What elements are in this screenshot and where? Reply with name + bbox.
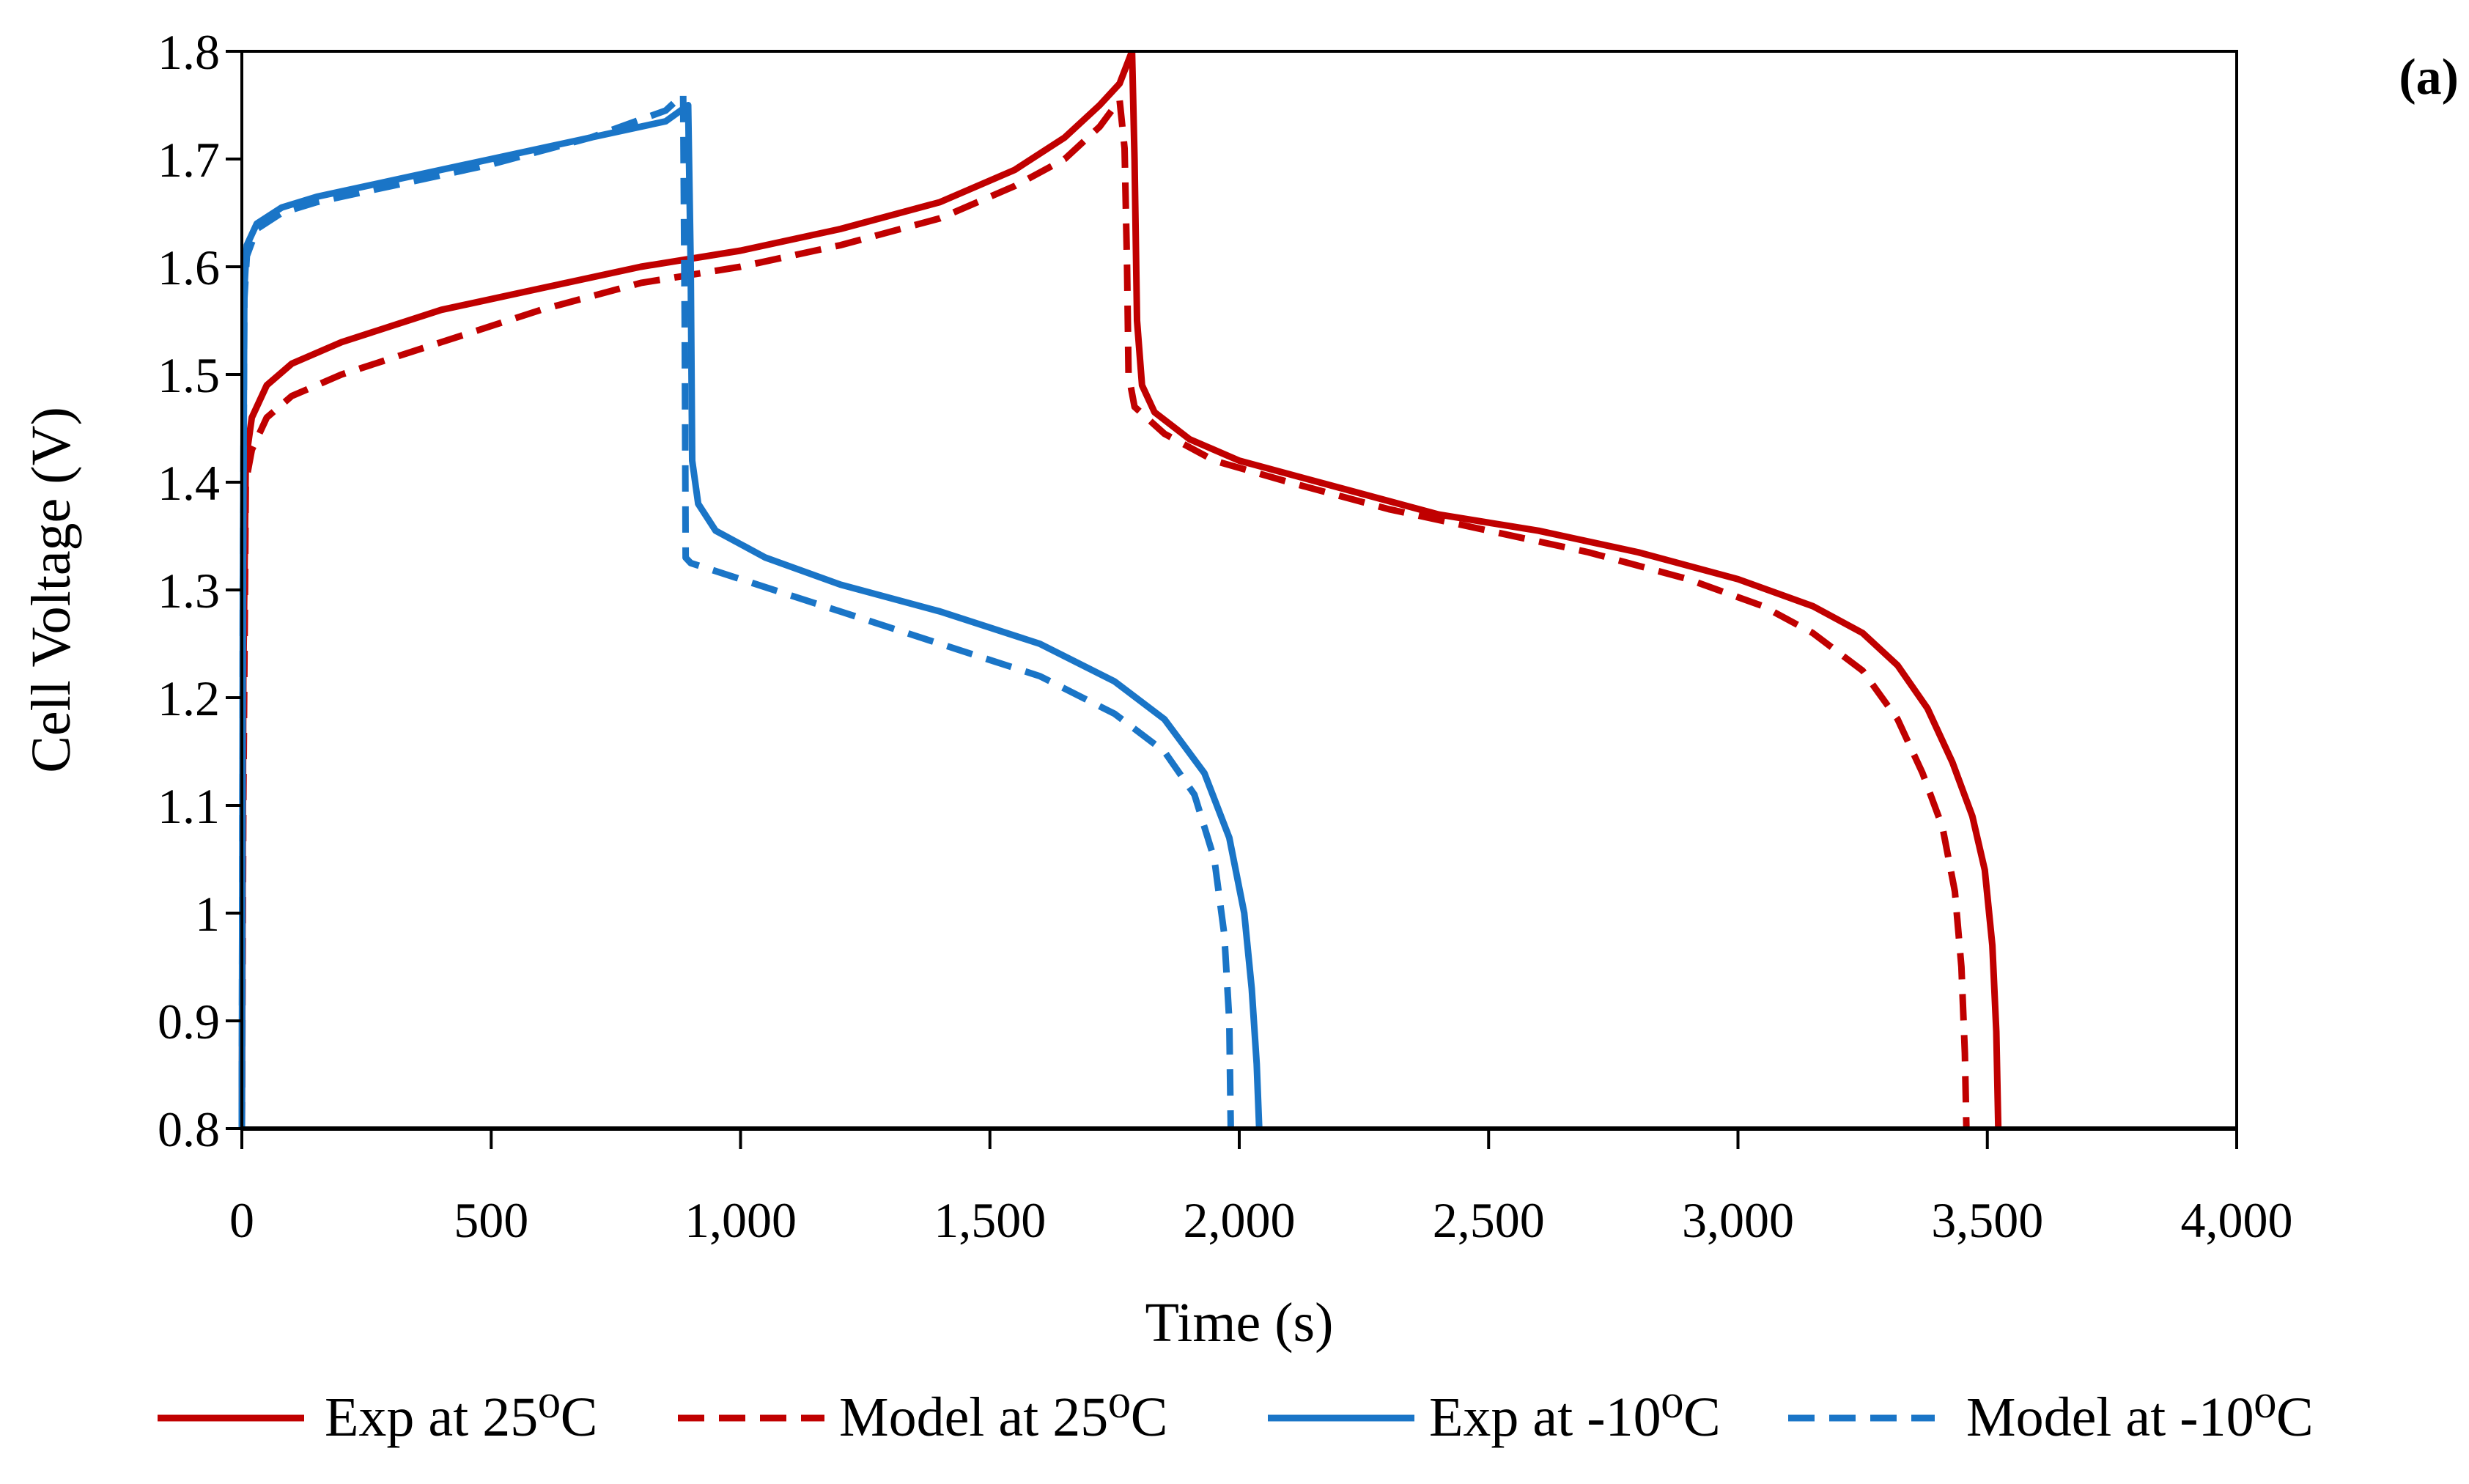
series-line-4 <box>238 91 1234 1129</box>
x-tick-label: 1,000 <box>684 1192 797 1248</box>
plot-area-frame <box>240 50 2238 1130</box>
y-tick-label: 1.5 <box>158 347 220 403</box>
y-tick-label: 1.8 <box>158 24 220 80</box>
x-tick-label: 500 <box>454 1192 528 1248</box>
legend-label-4: Model at -10⁰C <box>1966 1387 2314 1448</box>
x-tick-label: 1,500 <box>934 1192 1046 1248</box>
y-tick-label: 1.1 <box>158 778 220 834</box>
y-tick-label: 1.2 <box>158 671 220 726</box>
series-line-1 <box>238 51 2002 1129</box>
y-tick-label: 1.3 <box>158 563 220 619</box>
legend-label-3: Exp at -10⁰C <box>1429 1387 1721 1448</box>
series-line-3 <box>238 102 1263 1129</box>
x-tick-label: 0 <box>229 1192 254 1248</box>
legend-label-1: Exp at 25⁰C <box>325 1387 597 1448</box>
series-layer <box>238 51 2002 1129</box>
panel-label: (a) <box>2399 49 2459 106</box>
y-tick-label: 0.8 <box>158 1101 220 1157</box>
y-tick-label: 1.4 <box>158 455 220 511</box>
y-tick-label: 0.9 <box>158 994 220 1049</box>
series-line-2 <box>238 96 1970 1129</box>
legend-label-2: Model at 25⁰C <box>839 1387 1167 1448</box>
x-tick-label: 3,500 <box>1931 1192 2043 1248</box>
y-axis-title: Cell Voltage (V) <box>21 407 82 773</box>
x-tick-label: 2,000 <box>1184 1192 1296 1248</box>
y-tick-label: 1 <box>195 886 220 942</box>
legend: Exp at 25⁰C Model at 25⁰C Exp at -10⁰C Mode… <box>158 1387 2314 1448</box>
x-tick-label: 4,000 <box>2181 1192 2293 1248</box>
y-axis-ticks: 0.8 0.9 1 1.1 1.2 1.3 1.4 1.5 1.6 1.7 1.8 <box>158 24 242 1157</box>
x-axis-title: Time (s) <box>1145 1292 1334 1354</box>
y-tick-label: 1.6 <box>158 240 220 295</box>
y-tick-label: 1.7 <box>158 132 220 188</box>
x-axis-ticks: 0 500 1,000 1,500 2,000 2,500 3,000 3,500 4,000 <box>229 1129 2293 1248</box>
x-tick-label: 2,500 <box>1433 1192 1545 1248</box>
x-tick-label: 3,000 <box>1682 1192 1794 1248</box>
